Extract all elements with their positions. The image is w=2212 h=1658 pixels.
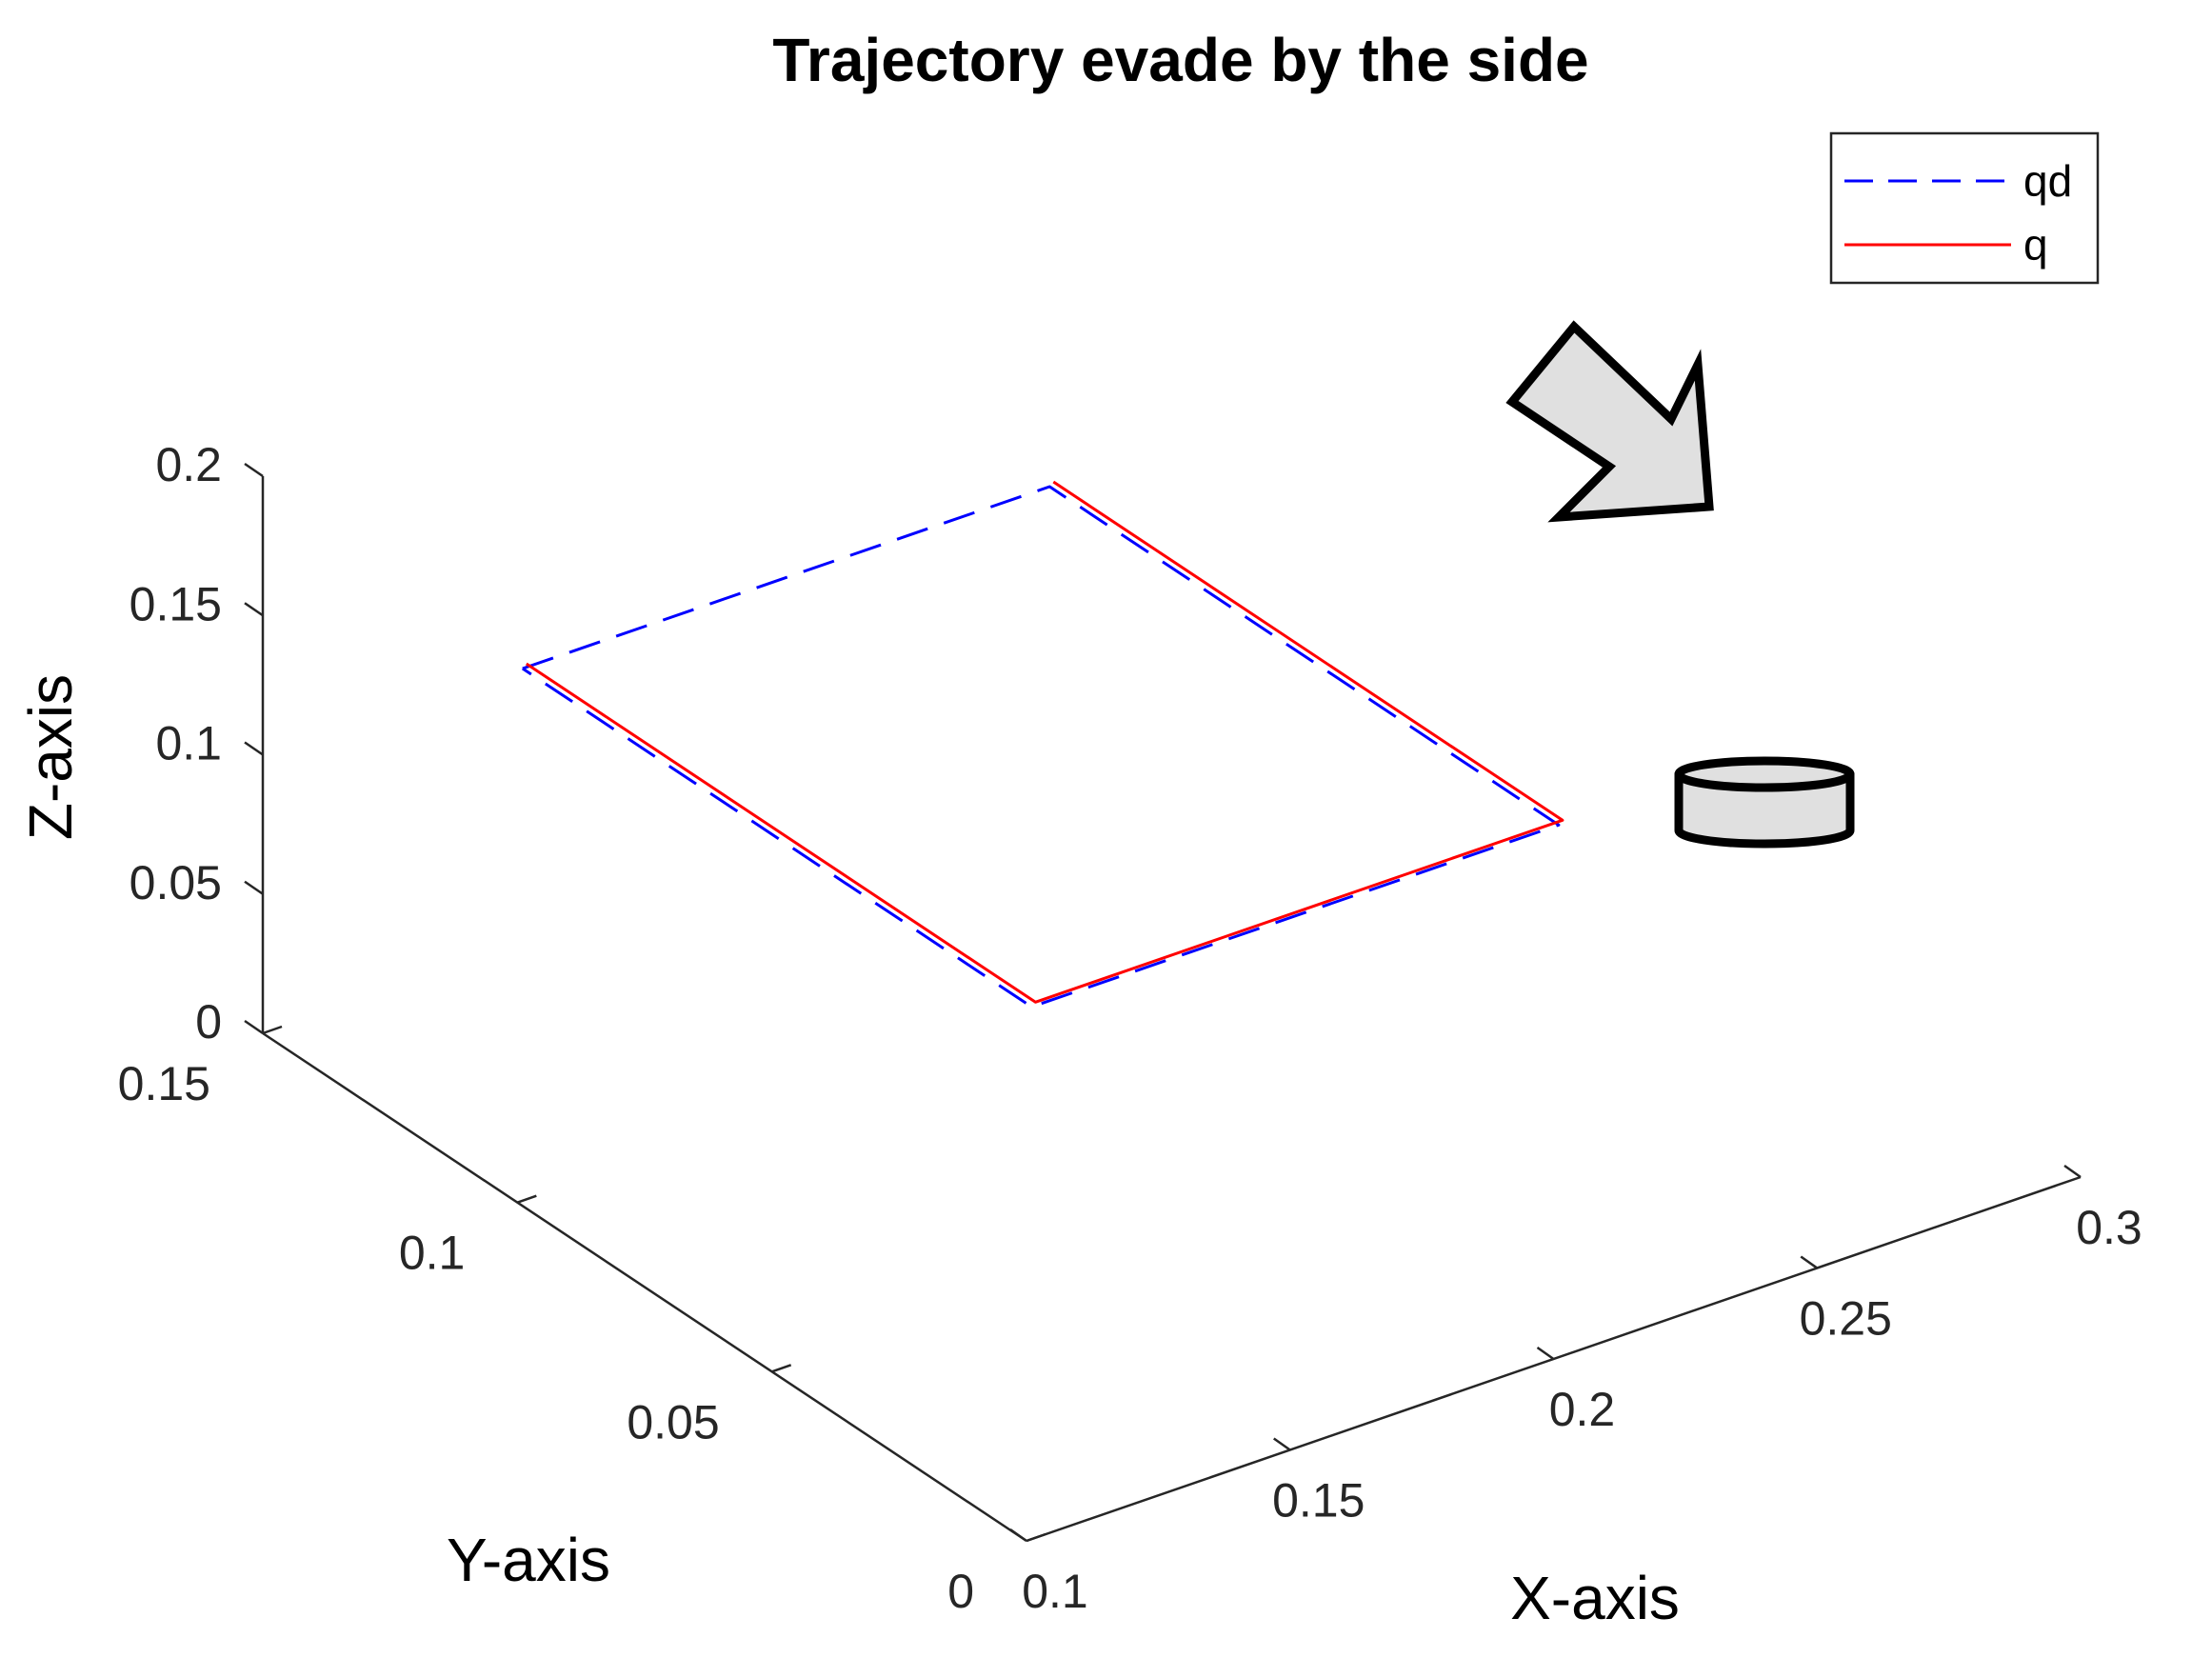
series-line-qd	[521, 485, 1561, 1009]
data-series	[521, 480, 1564, 1009]
tick-labels: 0.1 0.15 0.2 0.25 0.3 0 0.05 0.1 0.15 0 0.05 0.1 0.1…	[118, 438, 2142, 1618]
y-tick-mark	[516, 1194, 537, 1204]
y-tick-label: 0.1	[399, 1227, 466, 1280]
z-tick-label: 0	[195, 995, 222, 1049]
direction-arrow-icon	[1505, 320, 1714, 523]
y-tick-mark	[1026, 1532, 1046, 1543]
z-tick-label: 0.2	[155, 438, 222, 491]
x-tick-label: 0.15	[1272, 1474, 1365, 1528]
z-axis-label: Z-axis	[16, 674, 85, 840]
y-axis-line	[262, 1031, 1027, 1543]
x-tick-label: 0.2	[1549, 1383, 1616, 1436]
y-tick-label: 0	[947, 1565, 974, 1618]
z-tick-label: 0.15	[130, 577, 222, 630]
z-tick-mark	[244, 1019, 264, 1035]
x-tick-mark	[2063, 1164, 2082, 1179]
x-tick-label: 0.1	[1022, 1565, 1088, 1618]
x-tick-mark	[1536, 1346, 1555, 1361]
y-axis-label: Y-axis	[447, 1526, 610, 1594]
x-tick-label: 0.3	[2076, 1201, 2142, 1254]
chart-title: Trajectory evade by the side	[772, 26, 1588, 94]
y-tick-mark	[771, 1364, 792, 1373]
x-tick-mark	[1800, 1255, 1818, 1269]
z-tick-label: 0.05	[130, 856, 222, 909]
obstacle-cylinder-icon	[1674, 756, 1855, 849]
legend-label-q: q	[2023, 220, 2048, 270]
x-tick-mark	[1273, 1437, 1291, 1451]
x-tick-label: 0.25	[1800, 1292, 1892, 1346]
legend-box	[1829, 131, 2100, 285]
x-axis-label: X-axis	[1510, 1564, 1680, 1632]
legend: qd q	[1829, 131, 2100, 285]
z-tick-mark	[244, 880, 264, 895]
x-tick-mark	[1009, 1528, 1027, 1543]
z-tick-mark	[244, 602, 264, 617]
z-tick-mark	[244, 741, 264, 756]
y-tick-label: 0.05	[627, 1395, 719, 1448]
y-tick-mark	[262, 1025, 283, 1035]
series-line-q	[525, 480, 1564, 1004]
z-tick-mark	[244, 462, 264, 478]
y-tick-label: 0.15	[118, 1057, 210, 1110]
z-tick-label: 0.1	[155, 717, 222, 770]
axes	[244, 462, 2082, 1543]
legend-label-qd: qd	[2023, 156, 2072, 206]
